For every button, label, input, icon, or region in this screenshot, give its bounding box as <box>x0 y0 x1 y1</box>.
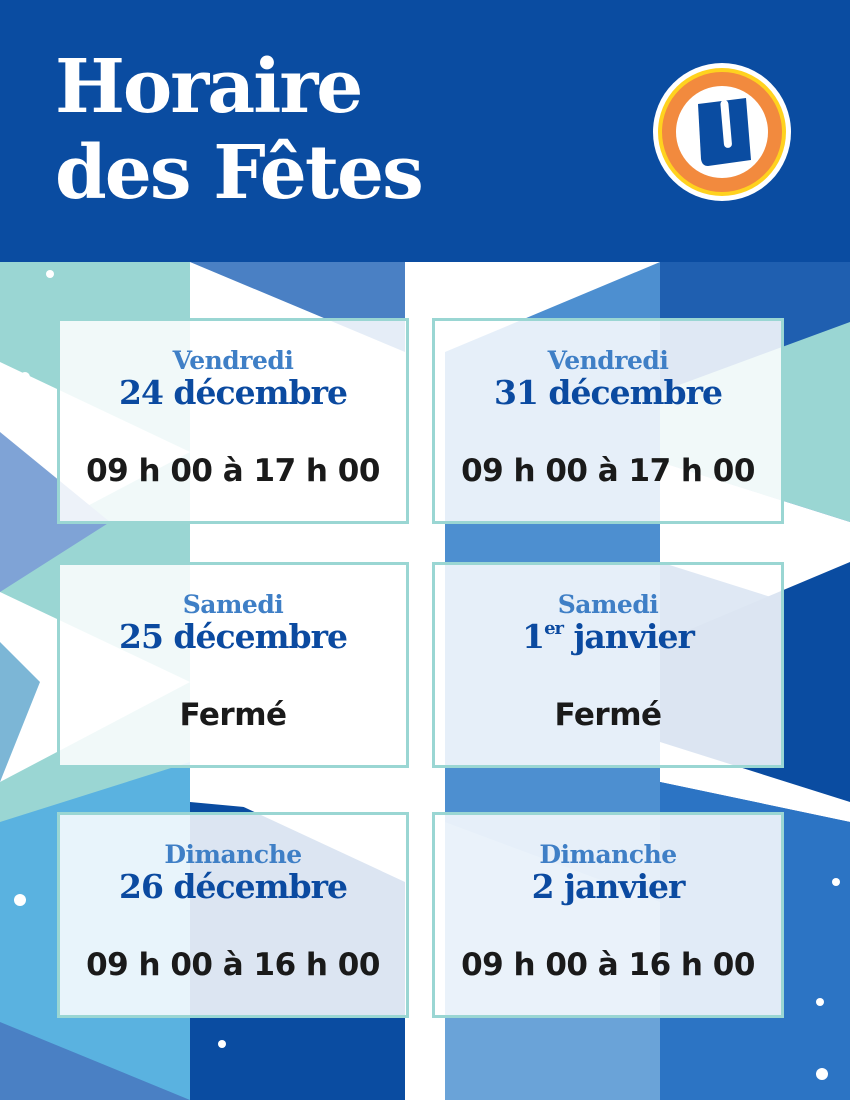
date-ordinal: er <box>544 618 564 639</box>
card-day: Dimanche <box>539 840 677 869</box>
date-number: 1 <box>522 617 545 656</box>
schedule-card: Samedi 25 décembre Fermé <box>57 562 409 768</box>
card-day: Vendredi <box>172 346 294 375</box>
card-hours: Fermé <box>554 697 662 733</box>
title-line-1: Horaire <box>55 44 363 130</box>
schedule-card: Vendredi 24 décembre 09 h 00 à 17 h 00 <box>57 318 409 524</box>
schedule-card: Dimanche 2 janvier 09 h 00 à 16 h 00 <box>432 812 784 1018</box>
card-date: 26 décembre <box>119 867 348 906</box>
card-date: 2 janvier <box>531 867 686 906</box>
title-line-2: des Fêtes <box>55 130 424 216</box>
card-day: Vendredi <box>547 346 669 375</box>
card-day: Samedi <box>182 590 284 619</box>
card-hours: 09 h 00 à 16 h 00 <box>461 947 755 983</box>
page-title: Horaire des Fêtes <box>55 44 424 216</box>
card-day: Samedi <box>557 590 659 619</box>
card-hours: 09 h 00 à 17 h 00 <box>86 453 380 489</box>
store-logo <box>653 63 791 201</box>
card-hours: 09 h 00 à 17 h 00 <box>461 453 755 489</box>
card-date: 24 décembre <box>119 373 348 412</box>
schedule-card: Dimanche 26 décembre 09 h 00 à 16 h 00 <box>57 812 409 1018</box>
date-month: janvier <box>563 617 694 656</box>
card-date: 31 décembre <box>494 373 723 412</box>
card-day: Dimanche <box>164 840 302 869</box>
card-hours: 09 h 00 à 16 h 00 <box>86 947 380 983</box>
schedule-card: Vendredi 31 décembre 09 h 00 à 17 h 00 <box>432 318 784 524</box>
card-date: 1er janvier <box>435 619 781 655</box>
schedule-card: Samedi 1er janvier Fermé <box>432 562 784 768</box>
card-date: 25 décembre <box>119 617 348 656</box>
card-hours: Fermé <box>179 697 287 733</box>
header: Horaire des Fêtes <box>0 0 850 262</box>
